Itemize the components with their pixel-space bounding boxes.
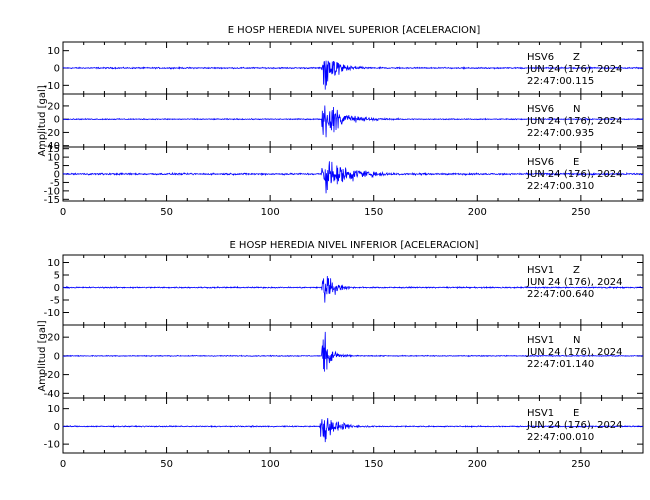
waveform-trace (62, 105, 644, 138)
y-tick-label: -10 (44, 308, 60, 319)
y-tick-label: -10 (44, 186, 60, 197)
x-tick-label: 0 (60, 459, 66, 470)
y-tick-label: 0 (54, 422, 60, 433)
y-tick-label: 10 (47, 404, 60, 415)
y-tick-label: -5 (50, 296, 60, 307)
date-label: JUN 24 (176), 2024 (526, 64, 623, 75)
station-label: HSV6 (527, 104, 554, 115)
date-label: JUN 24 (176), 2024 (526, 116, 623, 127)
waveform-trace (62, 331, 644, 372)
time-label: 22:47:00.640 (527, 289, 594, 300)
component-label: E (573, 157, 579, 168)
time-label: 22:47:00.115 (527, 76, 594, 87)
y-tick-label: 15 (47, 144, 60, 155)
y-tick-label: 20 (47, 333, 60, 344)
component-label: N (573, 335, 580, 346)
component-label: N (573, 104, 580, 115)
y-tick-label: -20 (44, 370, 60, 381)
time-label: 22:47:00.010 (527, 432, 594, 443)
x-tick-label: 150 (364, 207, 383, 218)
station-label: HSV6 (527, 52, 554, 63)
date-label: JUN 24 (176), 2024 (526, 169, 623, 180)
time-label: 22:47:01.140 (527, 359, 594, 370)
y-tick-label: 0 (54, 115, 60, 126)
y-tick-label: -20 (44, 128, 60, 139)
x-tick-label: 100 (261, 207, 280, 218)
y-tick-label: 5 (54, 271, 60, 282)
y-tick-label: 10 (47, 153, 60, 164)
time-label: 22:47:00.935 (527, 128, 594, 139)
y-tick-label: 5 (54, 161, 60, 172)
y-tick-label: 0 (54, 170, 60, 181)
x-tick-label: 200 (468, 207, 487, 218)
station-label: HSV1 (527, 265, 554, 276)
y-tick-label: 0 (54, 351, 60, 362)
y-axis-label: Amplitud [gal] (37, 85, 48, 156)
x-tick-label: 100 (261, 459, 280, 470)
y-tick-label: -10 (44, 81, 60, 92)
component-label: Z (573, 52, 580, 63)
x-tick-label: 50 (160, 459, 173, 470)
waveform-trace (62, 276, 644, 303)
waveform-trace (62, 161, 644, 194)
y-tick-label: 20 (47, 101, 60, 112)
y-tick-label: 0 (54, 283, 60, 294)
y-tick-label: -15 (44, 195, 60, 206)
x-tick-label: 0 (60, 207, 66, 218)
y-axis-label: Amplitud [gal] (37, 320, 48, 391)
x-tick-label: 200 (468, 459, 487, 470)
x-tick-label: 50 (160, 207, 173, 218)
y-tick-label: 10 (47, 258, 60, 269)
x-tick-label: 250 (571, 459, 590, 470)
station-label: HSV6 (527, 157, 554, 168)
y-tick-label: 0 (54, 64, 60, 75)
date-label: JUN 24 (176), 2024 (526, 347, 623, 358)
station-label: HSV1 (527, 408, 554, 419)
x-tick-label: 150 (364, 459, 383, 470)
chart-title: E HOSP HEREDIA NIVEL SUPERIOR [ACELERACI… (228, 25, 481, 36)
component-label: Z (573, 265, 580, 276)
y-tick-label: 10 (47, 46, 60, 57)
waveform-trace (62, 60, 644, 90)
y-tick-label: -10 (44, 440, 60, 451)
waveform-trace (62, 417, 644, 443)
y-tick-label: -40 (44, 141, 60, 152)
x-tick-label: 250 (571, 207, 590, 218)
date-label: JUN 24 (176), 2024 (526, 420, 623, 431)
y-tick-label: -5 (50, 178, 60, 189)
component-label: E (573, 408, 579, 419)
date-label: JUN 24 (176), 2024 (526, 277, 623, 288)
y-tick-label: -40 (44, 389, 60, 400)
station-label: HSV1 (527, 335, 554, 346)
time-label: 22:47:00.310 (527, 181, 594, 192)
chart-title: E HOSP HEREDIA NIVEL INFERIOR [ACELERACI… (229, 240, 478, 251)
